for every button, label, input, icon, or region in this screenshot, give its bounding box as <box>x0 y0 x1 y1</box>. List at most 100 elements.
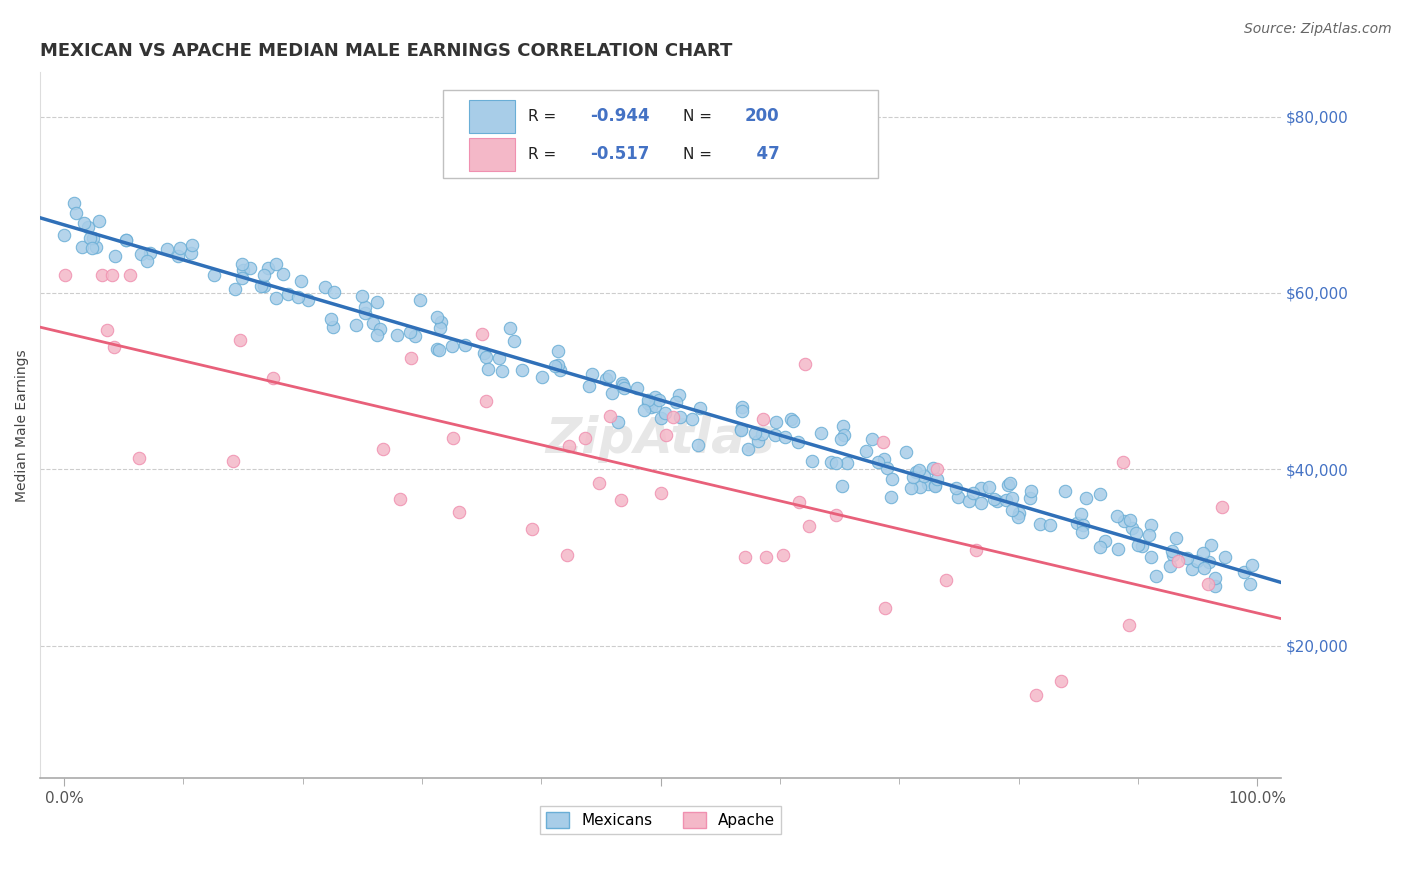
Point <box>654 406 676 420</box>
Point <box>1121 521 1143 535</box>
Point <box>239 261 262 276</box>
Point <box>1233 566 1256 580</box>
Point <box>399 325 422 339</box>
Point <box>1181 562 1204 576</box>
Point <box>731 404 754 418</box>
Point <box>53 268 76 283</box>
Point <box>232 262 254 277</box>
Point <box>156 243 179 257</box>
Point <box>548 362 571 376</box>
Point <box>922 460 945 475</box>
Point <box>1107 508 1129 523</box>
Point <box>1019 491 1042 506</box>
Point <box>1001 502 1024 516</box>
Point <box>1164 532 1187 546</box>
Point <box>477 362 499 376</box>
Point <box>322 319 344 334</box>
Point <box>262 371 284 385</box>
Point <box>668 409 690 424</box>
Text: R =: R = <box>527 109 561 124</box>
Point <box>734 549 756 564</box>
Point <box>1125 526 1147 541</box>
Point <box>1112 514 1135 528</box>
Point <box>1192 546 1215 560</box>
Text: R =: R = <box>527 147 565 162</box>
Point <box>277 287 299 301</box>
Point <box>1159 558 1181 573</box>
Point <box>1019 484 1042 499</box>
Point <box>1140 517 1163 532</box>
Point <box>751 427 773 442</box>
Point <box>946 490 969 504</box>
Point <box>1204 579 1226 593</box>
Y-axis label: Median Male Earnings: Median Male Earnings <box>15 349 30 501</box>
Point <box>912 469 935 483</box>
Point <box>1144 569 1167 583</box>
Point <box>810 426 832 441</box>
Point <box>688 438 710 452</box>
Point <box>471 327 494 342</box>
Point <box>737 442 759 457</box>
Point <box>1107 541 1129 556</box>
Point <box>765 416 787 430</box>
Point <box>368 322 391 336</box>
Point <box>780 412 803 426</box>
Point <box>344 318 367 332</box>
Point <box>96 323 118 337</box>
Point <box>1070 508 1092 522</box>
Point <box>598 369 620 384</box>
Point <box>1139 550 1161 565</box>
Point <box>655 428 678 442</box>
Point <box>755 550 778 565</box>
Point <box>689 401 711 416</box>
Point <box>1161 548 1184 562</box>
Point <box>1137 528 1160 542</box>
Point <box>1160 544 1182 558</box>
FancyBboxPatch shape <box>470 138 516 170</box>
Point <box>905 465 928 479</box>
Point <box>1187 554 1209 568</box>
Point <box>650 486 672 500</box>
Point <box>104 249 127 263</box>
Point <box>224 282 246 296</box>
Point <box>297 293 319 307</box>
Point <box>986 494 1008 508</box>
Point <box>128 451 150 466</box>
Point <box>917 477 939 491</box>
Point <box>613 381 636 395</box>
Point <box>1076 491 1098 505</box>
Point <box>747 434 769 449</box>
Point <box>925 472 948 486</box>
Point <box>588 475 610 490</box>
Point <box>290 274 312 288</box>
Point <box>752 412 775 426</box>
Point <box>429 320 451 334</box>
Point <box>924 478 946 492</box>
Point <box>773 430 796 444</box>
Point <box>860 432 883 446</box>
Point <box>387 327 409 342</box>
Point <box>832 427 855 442</box>
Point <box>1130 539 1153 553</box>
Point <box>977 480 1000 494</box>
Point <box>229 334 252 348</box>
Point <box>830 432 852 446</box>
Point <box>872 434 894 449</box>
Point <box>1198 555 1220 569</box>
Point <box>1118 617 1140 632</box>
Point <box>82 231 104 245</box>
Point <box>1177 551 1199 566</box>
Point <box>900 481 922 495</box>
Point <box>1239 577 1261 591</box>
Point <box>180 245 202 260</box>
Point <box>1008 506 1031 520</box>
Point <box>169 241 191 255</box>
Text: N =: N = <box>683 109 717 124</box>
Point <box>626 381 648 395</box>
Point <box>744 426 766 441</box>
Point <box>136 254 159 268</box>
Point <box>84 240 107 254</box>
Point <box>855 443 877 458</box>
Point <box>361 316 384 330</box>
Point <box>430 315 453 329</box>
